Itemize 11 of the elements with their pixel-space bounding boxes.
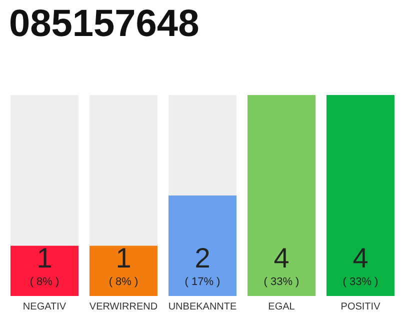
data-label: 1 ( 8% ) (30, 242, 60, 288)
chart-title: 085157648 (9, 3, 200, 45)
x-tick-label: NEGATIV (22, 302, 66, 312)
data-label: 1 ( 8% ) (108, 242, 138, 288)
x-tick-label: UNBEKANNTE (168, 302, 237, 312)
x-tick-label: EGAL (268, 302, 296, 312)
data-label: 2 ( 17% ) (184, 242, 220, 288)
x-tick-label: POSITIV (340, 302, 381, 312)
data-label: 4 ( 33% ) (342, 242, 378, 288)
data-label: 4 ( 33% ) (264, 242, 300, 288)
x-tick-label: VERWIRREND (89, 302, 158, 312)
